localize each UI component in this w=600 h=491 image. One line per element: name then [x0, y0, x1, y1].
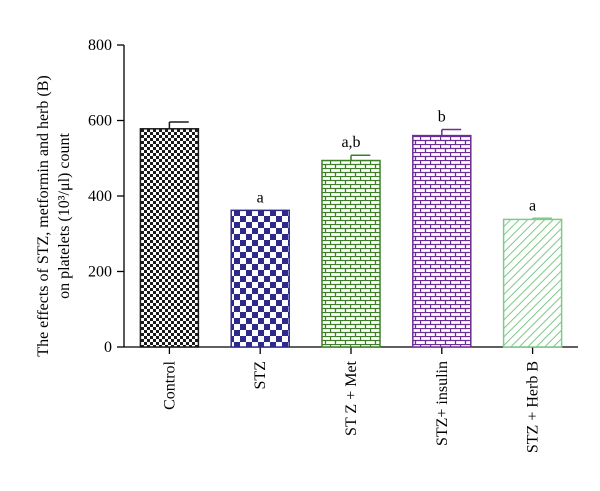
bar-2 [230, 209, 290, 348]
bar-4 [412, 134, 472, 348]
y-tick-label: 800 [88, 37, 112, 54]
x-tick-label: Control [161, 360, 178, 409]
y-axis: 0 200 400 600 800 [88, 37, 125, 356]
significance-label: a,b [341, 134, 360, 151]
bar-3 [321, 159, 381, 348]
y-tick-label: 0 [104, 339, 112, 356]
y-axis-title-line-1: The effects of STZ, metformin and herb (… [35, 75, 52, 356]
x-axis [124, 346, 578, 354]
significance-label: b [438, 109, 446, 126]
y-axis-title: The effects of STZ, metformin and herb (… [35, 75, 73, 356]
x-tick-label: STZ+ insulin [434, 361, 451, 446]
category-labels: Control STZ ST Z + Met STZ+ insulin STZ + He… [161, 360, 541, 453]
y-tick-label: 600 [88, 113, 112, 130]
y-tick-label: 200 [88, 264, 112, 281]
x-tick-label: ST Z + Met [343, 360, 360, 436]
bar-5 [502, 218, 563, 348]
significance-label: a [257, 189, 264, 206]
bars: a a,b b a [139, 109, 563, 348]
significance-label: a [529, 197, 536, 214]
x-tick-label: STZ + Herb B [525, 361, 542, 453]
y-tick-label: 400 [88, 188, 112, 205]
x-tick-label: STZ [252, 361, 269, 389]
bar-1 [139, 128, 200, 348]
y-axis-title-line-2: on platelets (10³/μl) count [56, 133, 73, 299]
